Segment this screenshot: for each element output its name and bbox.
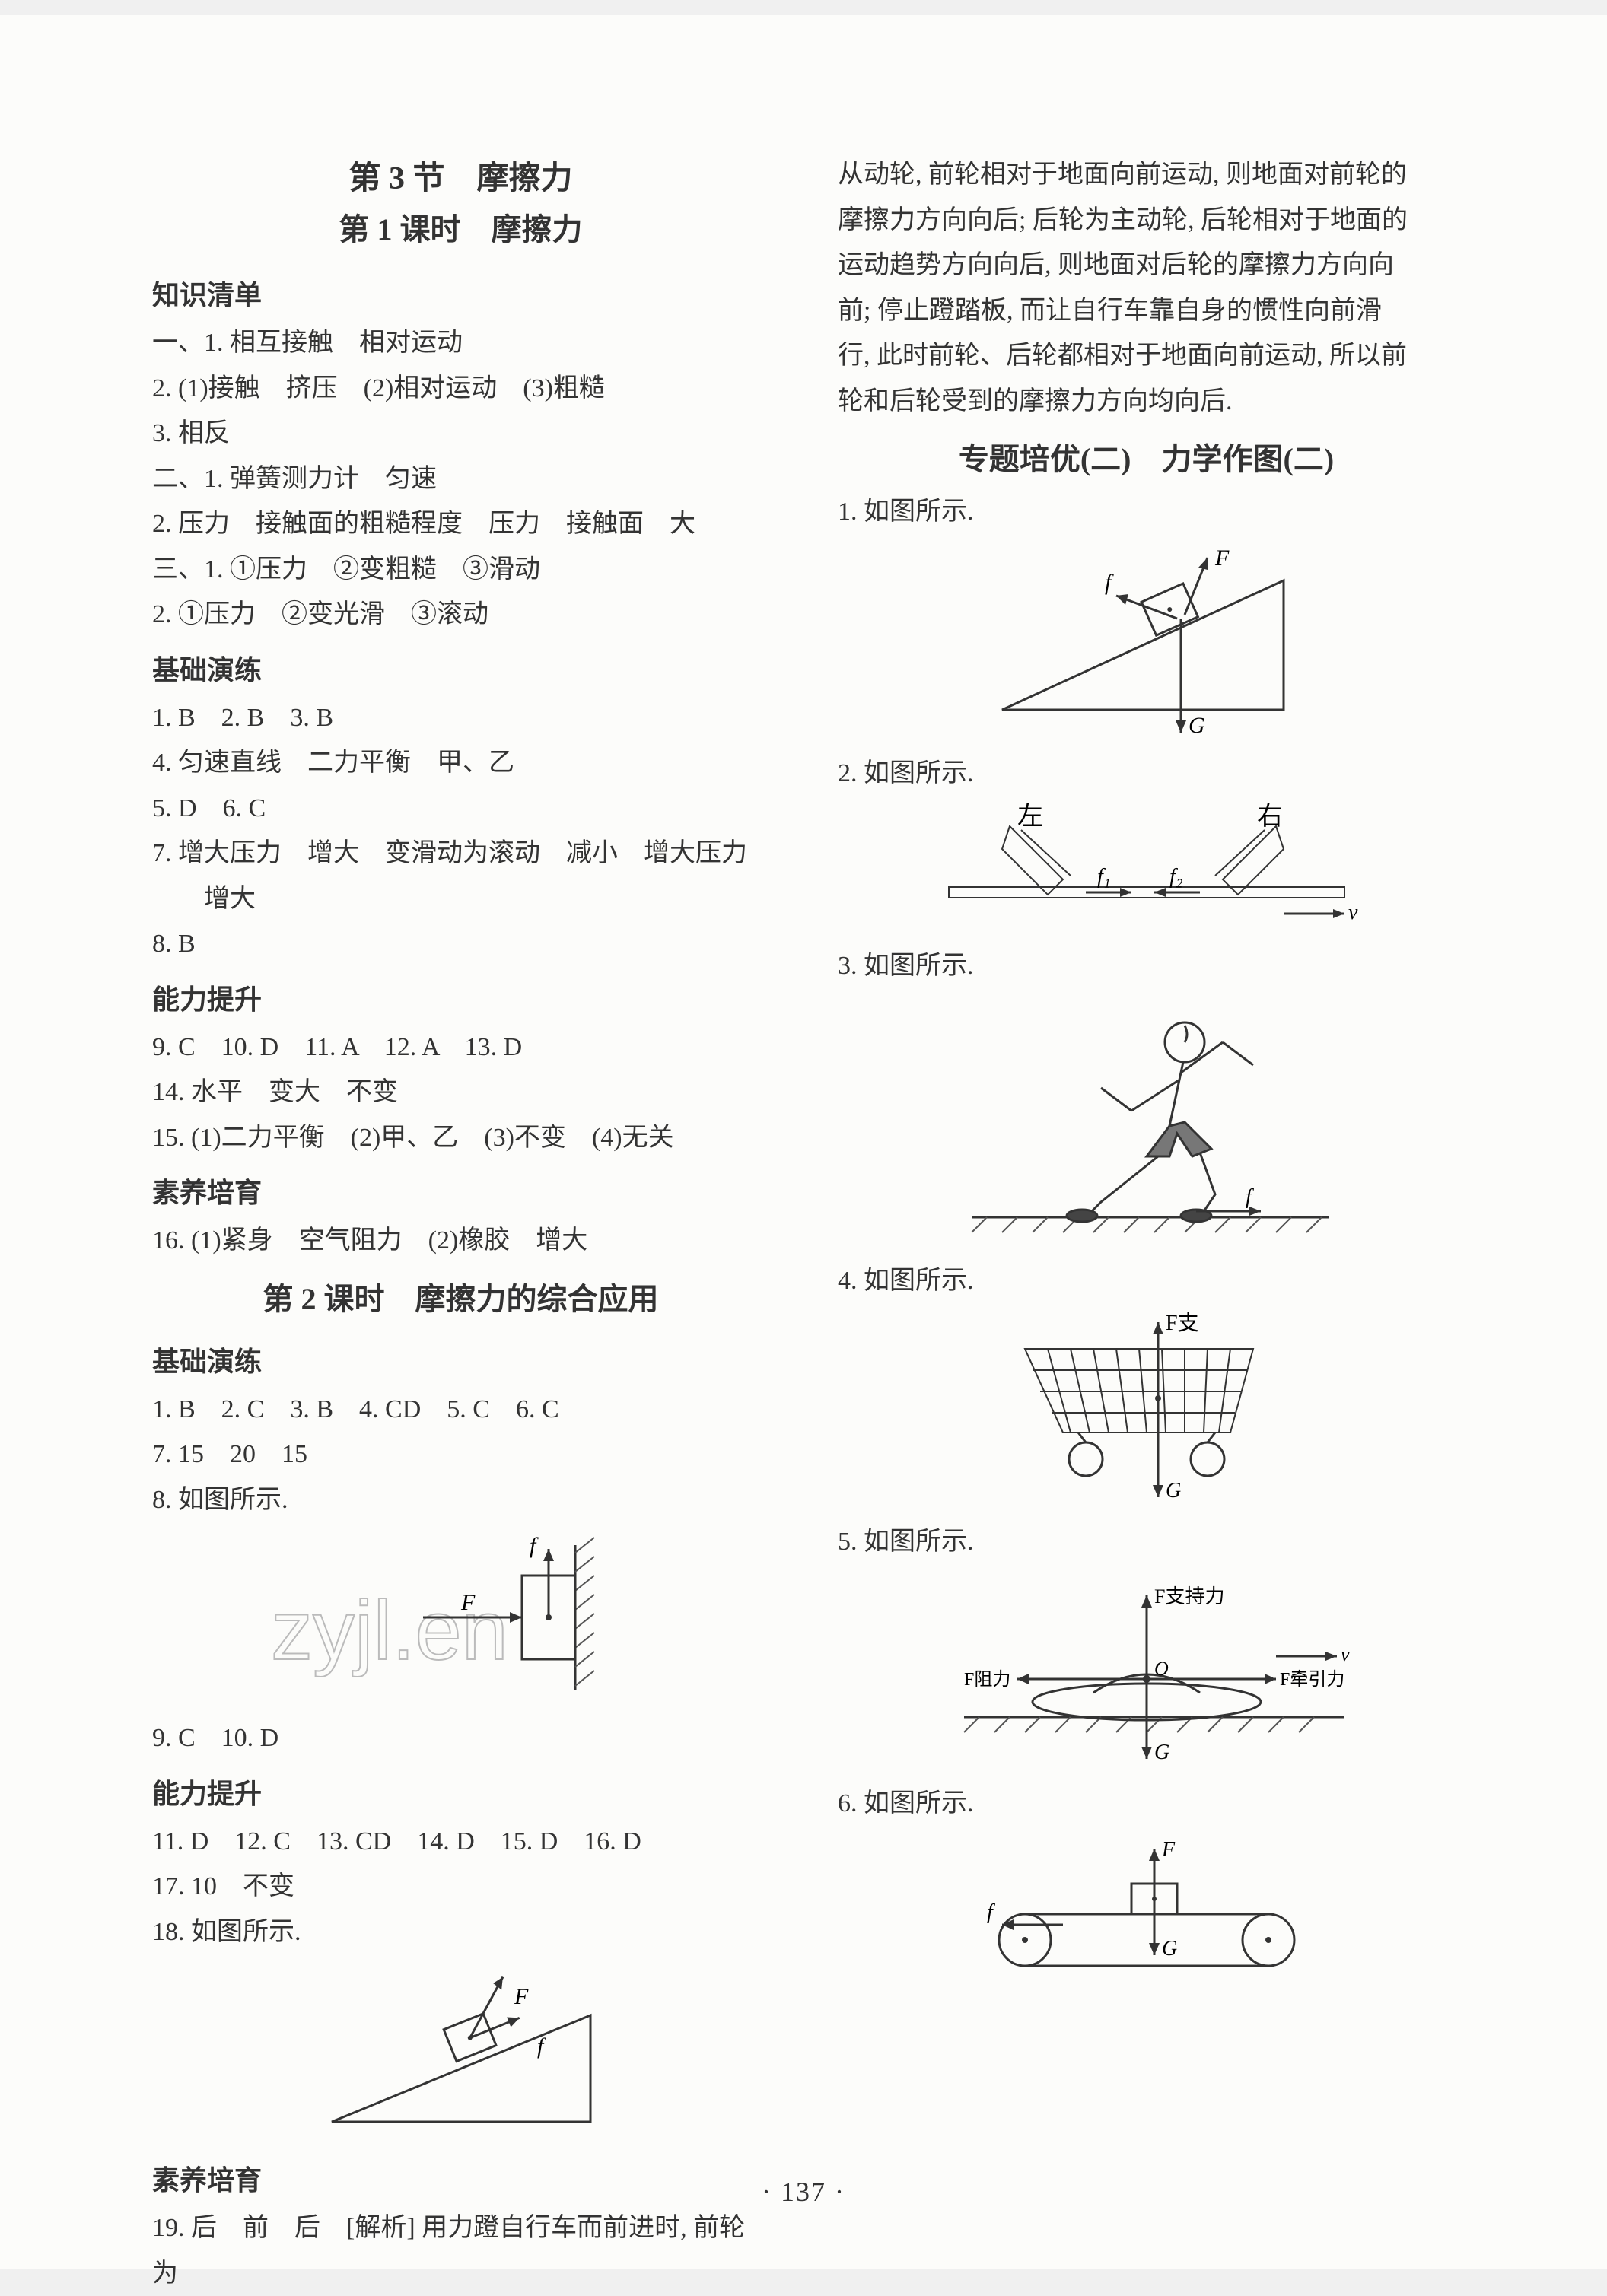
figure-conveyor: F G f	[838, 1833, 1455, 1986]
text-line: 14. 水平 变大 不变	[152, 1070, 769, 1115]
text-line: 摩擦力方向向后; 后轮为主动轮, 后轮相对于地面的	[838, 198, 1455, 243]
figure-hands-bar: 左 右 f₁ f₂ v	[838, 803, 1455, 933]
text-line: 1. B 2. C 3. B 4. CD 5. C 6. C	[152, 1387, 769, 1433]
label-f2: f₂	[1169, 865, 1183, 889]
right-column: 从动轮, 前轮相对于地面向前运动, 则地面对前轮的 摩擦力方向向后; 后轮为主动…	[838, 152, 1455, 2193]
label-G: G	[1162, 1937, 1177, 1961]
figure-incline-forces: F f G	[838, 542, 1455, 740]
figure-running-person: f	[838, 997, 1455, 1248]
item-label: 2. 如图所示.	[838, 751, 1455, 797]
label-f: f	[530, 1533, 539, 1558]
label-left: 左	[1017, 803, 1043, 831]
label-Fsupport: F支	[1166, 1311, 1199, 1335]
text-line: 运动趋势方向向后, 则地面对后轮的摩擦力方向向	[838, 243, 1455, 288]
text-line: 2. ①压力 ②变光滑 ③滚动	[152, 592, 769, 638]
label-f: f	[1246, 1185, 1254, 1209]
text-line: 18. 如图所示.	[152, 1910, 769, 1955]
text-line: 一、1. 相互接触 相对运动	[152, 320, 769, 366]
item-label: 3. 如图所示.	[838, 943, 1455, 989]
text-line: 从动轮, 前轮相对于地面向前运动, 则地面对前轮的	[838, 152, 1455, 198]
heading-jichu: 基础演练	[152, 648, 769, 688]
text-line: 前; 停止蹬踏板, 而让自行车靠自身的惯性向前滑	[838, 288, 1455, 334]
text-line: 8. 如图所示.	[152, 1477, 769, 1523]
text-line: 2. 压力 接触面的粗糙程度 压力 接触面 大	[152, 501, 769, 547]
text-line: 15. (1)二力平衡 (2)甲、乙 (3)不变 (4)无关	[152, 1115, 769, 1161]
text-line: 16. (1)紧身 空气阻力 (2)橡胶 增大	[152, 1218, 769, 1264]
text-line: 1. B 2. B 3. B	[152, 695, 769, 741]
text-line: 7. 增大压力 增大 变滑动为滚动 减小 增大压力	[152, 831, 769, 876]
label-F: F	[1161, 1838, 1176, 1862]
label-v: v	[1341, 1643, 1350, 1665]
heading-suyang: 素养培育	[152, 1171, 769, 1210]
text-line: 8. B	[152, 921, 769, 967]
text-line: 7. 15 20 15	[152, 1432, 769, 1477]
page-number: · 137 ·	[0, 2176, 1607, 2208]
lesson-title-2: 第 2 课时 摩擦力的综合应用	[152, 1274, 769, 1318]
text-line: 11. D 12. C 13. CD 14. D 15. D 16. D	[152, 1819, 769, 1865]
label-O: O	[1154, 1658, 1169, 1680]
text-line: 3. 相反	[152, 411, 769, 456]
text-line: 9. C 10. D	[152, 1716, 769, 1761]
text-line: 轮和后轮受到的摩擦力方向均向后.	[838, 379, 1455, 425]
topic-title: 专题培优(二) 力学作图(二)	[838, 434, 1455, 479]
text-line: 三、1. ①压力 ②变粗糙 ③滑动	[152, 547, 769, 593]
label-f: f	[1105, 570, 1114, 595]
figure-block-wall: zyjl.en F	[152, 1530, 769, 1705]
label-right: 右	[1257, 803, 1283, 831]
page: 第 3 节 摩擦力 第 1 课时 摩擦力 知识清单 一、1. 相互接触 相对运动…	[0, 15, 1607, 2269]
item-label: 1. 如图所示.	[838, 489, 1455, 535]
text-line: 2. (1)接触 挤压 (2)相对运动 (3)粗糙	[152, 366, 769, 412]
label-Fdrag: F阻力	[964, 1669, 1010, 1690]
text-line: 增大	[152, 876, 769, 922]
item-label: 6. 如图所示.	[838, 1781, 1455, 1827]
figure-incline-block: F f	[152, 1962, 769, 2137]
label-F: F	[1214, 545, 1230, 571]
lesson-title: 第 1 课时 摩擦力	[152, 205, 769, 249]
label-F: F	[514, 1984, 529, 2009]
heading-zhishi: 知识清单	[152, 273, 769, 313]
item-label: 5. 如图所示.	[838, 1519, 1455, 1565]
item-label: 4. 如图所示.	[838, 1258, 1455, 1304]
label-f: f	[537, 2034, 546, 2059]
text-line: 19. 后 前 后 [解析] 用力蹬自行车而前进时, 前轮为	[152, 2205, 769, 2296]
heading-nengli2: 能力提升	[152, 1772, 769, 1811]
text-line: 9. C 10. D 11. A 12. A 13. D	[152, 1025, 769, 1070]
text-line: 5. D 6. C	[152, 786, 769, 832]
label-G: G	[1189, 713, 1205, 738]
label-v: v	[1348, 901, 1358, 924]
label-f1: f₁	[1097, 865, 1111, 889]
label-G: G	[1154, 1741, 1169, 1764]
left-column: 第 3 节 摩擦力 第 1 课时 摩擦力 知识清单 一、1. 相互接触 相对运动…	[152, 152, 769, 2193]
figure-ufo-forces: O F支持力 G F牵引力 F阻力 v	[838, 1573, 1455, 1770]
label-Fthrust: F牵引力	[1280, 1669, 1344, 1690]
label-Fsupport: F支持力	[1154, 1585, 1224, 1608]
figure-shopping-cart: F支 G	[838, 1311, 1455, 1509]
label-f: f	[987, 1900, 995, 1924]
text-line: 行, 此时前轮、后轮都相对于地面向前运动, 所以前	[838, 333, 1455, 379]
heading-nengli: 能力提升	[152, 978, 769, 1017]
label-G: G	[1166, 1479, 1181, 1503]
heading-jichu2: 基础演练	[152, 1340, 769, 1379]
text-line: 二、1. 弹簧测力计 匀速	[152, 456, 769, 502]
text-line: 17. 10 不变	[152, 1864, 769, 1910]
text-line: 4. 匀速直线 二力平衡 甲、乙	[152, 740, 769, 786]
label-F: F	[460, 1590, 476, 1615]
section-title: 第 3 节 摩擦力	[152, 152, 769, 199]
